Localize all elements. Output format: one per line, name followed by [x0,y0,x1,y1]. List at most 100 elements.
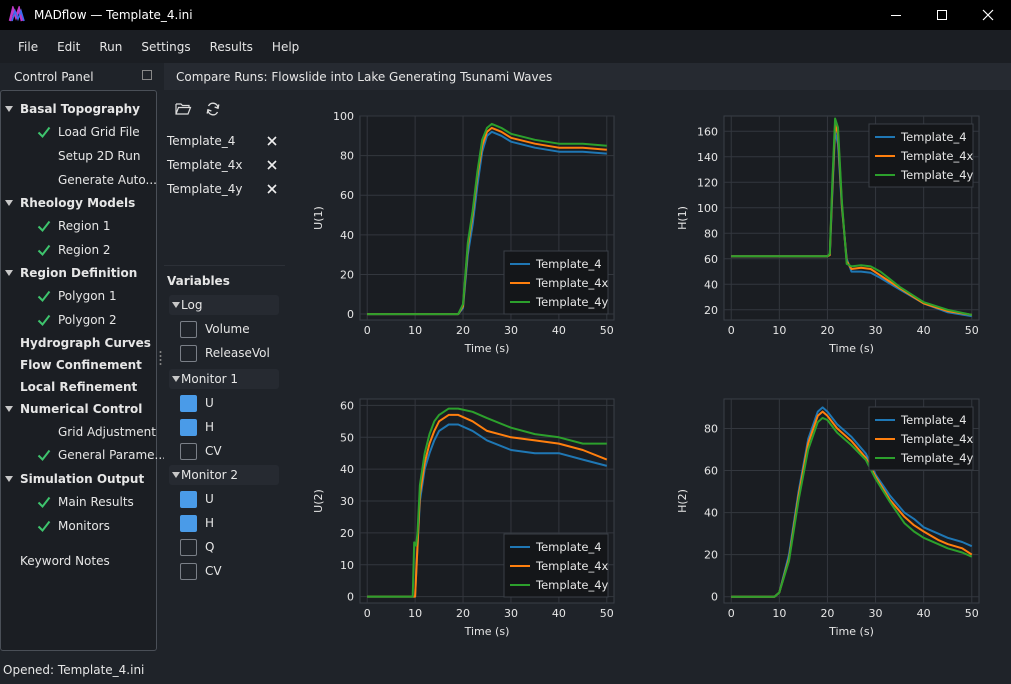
variable-group-header[interactable]: Monitor 2 [169,465,279,485]
chart-h2: 0 10 20 30 40 50 0 20 40 60 80 Time (s) H(2) Template… [676,398,980,638]
tree-item[interactable]: Region 1 [1,215,151,237]
check-icon [37,126,51,139]
tree-item[interactable]: Simulation Output [1,468,151,490]
menu-edit[interactable]: Edit [57,39,81,54]
variable-label: U [205,396,214,410]
tree-item[interactable]: Rheology Models [1,192,151,214]
variable-checkbox-row[interactable]: H [180,512,214,534]
expand-arrow-icon[interactable] [5,106,13,112]
tree-item[interactable]: Hydrograph Curves [1,332,151,354]
chart-u1: 0 10 20 30 40 50 0 20 40 60 80 100 Time (s) U(1) Templ… [312,110,615,355]
expand-arrow-icon[interactable] [5,476,13,482]
tree-item[interactable]: Region 2 [1,239,151,261]
tree-item[interactable]: Basal Topography [1,98,151,120]
run-item[interactable]: Template_4 [167,130,279,152]
tree-item-label: Region Definition [20,266,138,280]
folder-open-icon[interactable] [174,100,192,118]
menu-bar: File Edit Run Settings Results Help [0,30,1011,63]
close-icon [982,9,994,21]
expand-arrow-icon[interactable] [5,270,13,276]
variable-checkbox[interactable] [180,394,197,412]
x-tick-label: 30 [869,324,883,337]
menu-help[interactable]: Help [271,39,300,54]
remove-run-icon[interactable] [265,134,279,148]
variable-group-header[interactable]: Monitor 1 [169,369,279,389]
variable-checkbox[interactable] [180,320,197,338]
variable-checkbox[interactable] [180,442,197,460]
expand-arrow-icon[interactable] [172,376,180,382]
x-tick-label: 40 [917,324,931,337]
variable-checkbox[interactable] [180,538,197,556]
tree-item[interactable]: Grid Adjustment [1,421,156,443]
expand-arrow-icon[interactable] [172,302,180,308]
x-tick-label: 0 [728,324,735,337]
x-tick-label: 0 [364,607,371,620]
tree-item[interactable]: Local Refinement [1,376,151,398]
undock-icon[interactable] [142,70,152,80]
runs-panel: Template_4 Template_4x Template_4y Varia… [164,90,285,651]
run-item[interactable]: Template_4y [167,178,279,200]
x-tick-label: 50 [600,324,614,337]
tree-item[interactable]: Load Grid File [1,121,151,143]
y-tick-label: 40 [340,229,354,242]
variable-checkbox-row[interactable]: H [180,416,214,438]
x-tick-label: 50 [965,607,979,620]
tree-item[interactable]: Main Results [1,491,151,513]
check-icon [37,244,51,257]
variable-checkbox-row[interactable]: U [180,392,214,414]
variable-checkbox[interactable] [180,562,197,580]
tree-item[interactable]: Polygon 1 [1,285,151,307]
run-item[interactable]: Template_4x [167,154,279,176]
compare-header: Compare Runs: Flowslide into Lake Genera… [164,63,1011,90]
x-tick-label: 50 [600,607,614,620]
variable-checkbox-row[interactable]: Volume [180,318,250,340]
x-axis-label: Time (s) [828,625,874,638]
variable-checkbox-row[interactable]: Q [180,536,214,558]
menu-settings[interactable]: Settings [141,39,191,54]
tree-item-label: Keyword Notes [20,554,110,568]
variable-checkbox-row[interactable]: CV [180,560,222,582]
tree-item[interactable]: Polygon 2 [1,309,151,331]
run-label: Template_4 [167,134,236,148]
variable-checkbox[interactable] [180,490,197,508]
tree-item-label: Hydrograph Curves [20,336,151,350]
tree-item[interactable]: Numerical Control [1,398,151,420]
refresh-icon[interactable] [204,100,222,118]
plot-h1: 0 10 20 30 40 50 20 40 60 80 100 120 140 160 Time (s) H… [651,90,1011,370]
splitter-handle[interactable] [159,350,162,368]
tree-item[interactable]: Generate Auto... [1,169,157,191]
variable-group-header[interactable]: Log [169,295,279,315]
maximize-button[interactable] [919,0,965,30]
variable-checkbox[interactable] [180,514,197,532]
remove-run-icon[interactable] [265,182,279,196]
close-window-button[interactable] [965,0,1011,30]
remove-run-icon[interactable] [265,158,279,172]
variable-checkbox[interactable] [180,418,197,436]
variable-label: CV [205,444,222,458]
group-label: Monitor 2 [181,468,239,482]
expand-arrow-icon[interactable] [5,406,13,412]
menu-file[interactable]: File [18,39,39,54]
tree-item[interactable]: Setup 2D Run [1,145,151,167]
minimize-button[interactable] [873,0,919,30]
y-tick-label: 60 [704,465,718,478]
legend-label: Template_4y [535,578,609,592]
menu-run[interactable]: Run [99,39,123,54]
tree-item[interactable]: Keyword Notes [1,550,151,572]
expand-arrow-icon[interactable] [172,472,180,478]
variable-checkbox-row[interactable]: CV [180,440,222,462]
tree-item[interactable]: Monitors [1,515,151,537]
tree-item[interactable]: Region Definition [1,262,151,284]
tree-item[interactable]: Flow Confinement [1,354,151,376]
tree-item-label: Basal Topography [20,102,141,116]
y-tick-label: 40 [340,463,354,476]
variable-checkbox-row[interactable]: ReleaseVol [180,342,270,364]
variable-checkbox[interactable] [180,344,197,362]
x-tick-label: 10 [772,324,786,337]
menu-results[interactable]: Results [209,39,253,54]
variable-checkbox-row[interactable]: U [180,488,214,510]
expand-arrow-icon[interactable] [5,200,13,206]
tree-item[interactable]: General Parame... [1,444,166,466]
y-tick-label: 80 [340,150,354,163]
x-tick-label: 10 [772,607,786,620]
